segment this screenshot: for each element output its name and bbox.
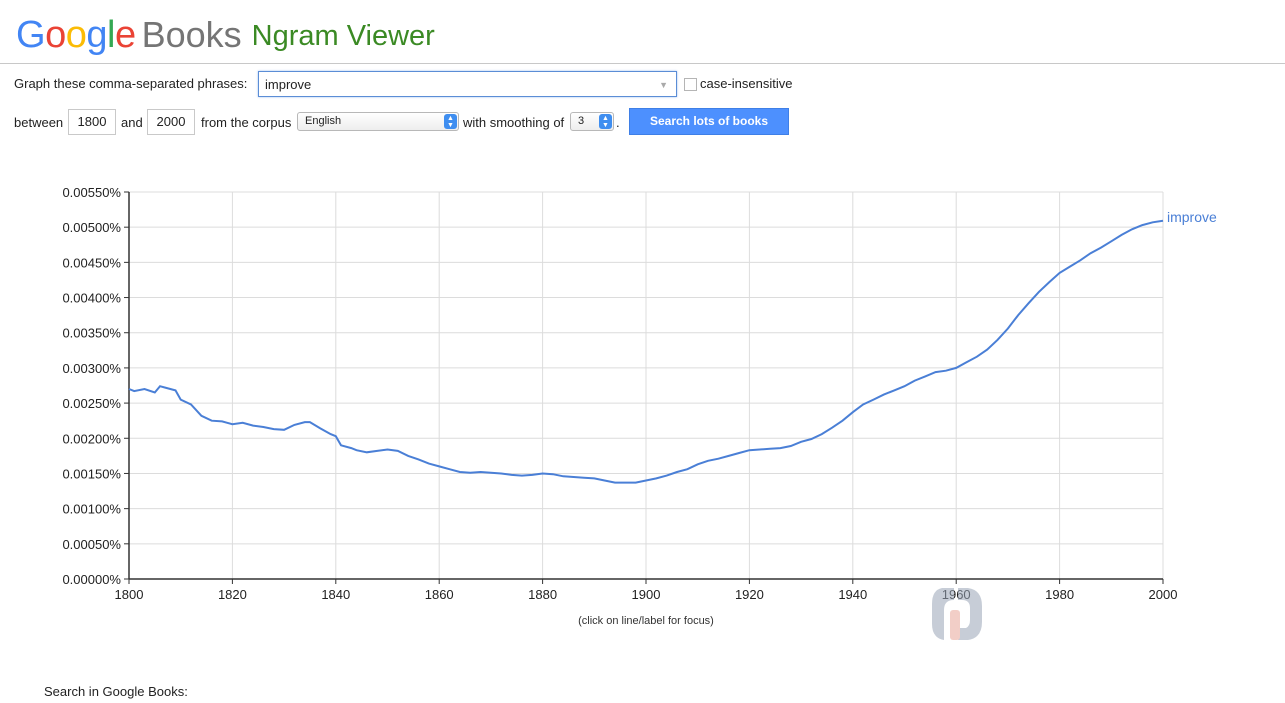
chevron-down-icon[interactable]: ▼ (659, 80, 668, 90)
corpus-select-value: English (305, 115, 342, 127)
y-tick-label: 0.00450% (62, 255, 121, 270)
google-letter: o (65, 14, 87, 56)
x-tick-label: 1860 (425, 587, 454, 602)
x-tick-label: 1800 (115, 587, 144, 602)
between-label: between (14, 115, 64, 130)
header-divider (0, 63, 1285, 64)
corpus-select[interactable]: English ▲ ▼ (297, 112, 459, 131)
y-tick-label: 0.00500% (62, 220, 121, 235)
series-label-improve[interactable]: improve (1167, 209, 1217, 225)
ngram-viewer-title: Ngram Viewer (251, 20, 435, 52)
x-tick-label: 2000 (1149, 587, 1178, 602)
y-tick-label: 0.00400% (62, 291, 121, 306)
start-year-input[interactable]: 1800 (68, 109, 116, 135)
y-tick-label: 0.00100% (62, 502, 121, 517)
smoothing-label: with smoothing of (463, 115, 565, 130)
y-tick-label: 0.00200% (62, 431, 121, 446)
case-insensitive-checkbox[interactable] (684, 78, 697, 91)
books-wordmark: Books (141, 14, 242, 55)
end-year-input[interactable]: 2000 (147, 109, 195, 135)
search-in-google-books-label: Search in Google Books: (44, 684, 188, 699)
google-letter: e (114, 14, 136, 56)
y-tick-label: 0.00300% (62, 361, 121, 376)
phrases-input-value: improve (265, 77, 312, 92)
x-tick-label: 1840 (321, 587, 350, 602)
y-tick-label: 0.00550% (62, 185, 121, 200)
corpus-label: from the corpus (201, 115, 292, 130)
phrases-label: Graph these comma-separated phrases: (14, 76, 248, 91)
x-tick-label: 1820 (218, 587, 247, 602)
google-letter: o (45, 14, 66, 56)
y-tick-label: 0.00250% (62, 396, 121, 411)
and-label: and (121, 115, 143, 130)
y-tick-label: 0.00350% (62, 326, 121, 341)
select-arrows-icon: ▲ ▼ (444, 114, 457, 129)
google-letter: g (86, 14, 107, 56)
x-tick-label: 1900 (632, 587, 661, 602)
series-line-improve[interactable] (128, 219, 1164, 484)
smoothing-select-value: 3 (578, 115, 585, 127)
select-arrows-icon: ▲ ▼ (599, 114, 612, 129)
smoothing-select[interactable]: 3 ▲ ▼ (570, 112, 614, 131)
period-label: . (616, 115, 620, 130)
phrases-input[interactable]: improve ▼ (258, 71, 677, 97)
case-insensitive-label[interactable]: case-insensitive (700, 76, 793, 91)
y-tick-label: 0.00000% (62, 572, 121, 587)
ngram-chart[interactable]: 1800 1820 1840 1860 1880 1900 1920 1940 1960 1980… (0, 170, 1285, 640)
x-tick-label: 1880 (528, 587, 557, 602)
watermark-logo (932, 588, 982, 640)
y-tick-label: 0.00050% (62, 537, 121, 552)
search-books-button[interactable]: Search lots of books (629, 108, 789, 135)
x-tick-label: 1920 (735, 587, 764, 602)
x-tick-label: 1980 (1045, 587, 1074, 602)
google-letter: G (16, 14, 46, 56)
x-tick-label: 1940 (838, 587, 867, 602)
y-tick-label: 0.00150% (62, 466, 121, 481)
google-letter: l (106, 14, 115, 56)
google-wordmark: Google (16, 14, 136, 56)
chart-focus-hint: (click on line/label for focus) (578, 615, 714, 627)
google-books-logo[interactable]: Google Books Ngram Viewer (16, 14, 435, 58)
